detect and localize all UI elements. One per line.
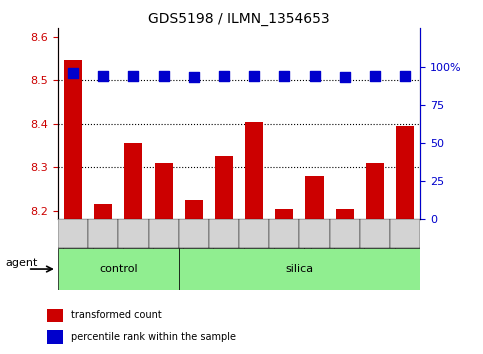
Bar (58, 248, 179, 290)
Bar (329, 219, 360, 248)
Text: percentile rank within the sample: percentile rank within the sample (71, 332, 237, 342)
Bar (179, 248, 420, 290)
Bar (360, 219, 390, 248)
Bar (275, 209, 294, 354)
Bar (118, 219, 149, 248)
Bar (299, 219, 329, 248)
Title: GDS5198 / ILMN_1354653: GDS5198 / ILMN_1354653 (148, 12, 330, 26)
Point (69, 70, 77, 75)
Text: agent: agent (6, 258, 38, 268)
Bar (306, 176, 324, 354)
Bar (336, 209, 354, 354)
Point (220, 73, 228, 79)
Bar (366, 163, 384, 354)
Bar (94, 204, 112, 354)
Bar (185, 200, 203, 354)
Bar (390, 219, 420, 248)
Bar (179, 219, 209, 248)
Bar (58, 219, 88, 248)
Point (160, 73, 168, 79)
Point (311, 73, 318, 79)
Text: control: control (99, 264, 138, 274)
Bar (149, 219, 179, 248)
Point (99, 73, 107, 79)
Point (190, 74, 198, 80)
Text: transformed count: transformed count (71, 310, 162, 320)
Bar (47, 330, 63, 343)
Point (401, 73, 409, 79)
Bar (47, 309, 63, 322)
Bar (155, 163, 173, 354)
Point (371, 73, 379, 79)
Bar (270, 219, 299, 248)
Bar (125, 143, 142, 354)
Bar (239, 219, 270, 248)
Bar (245, 122, 263, 354)
Point (341, 74, 349, 80)
Point (129, 73, 137, 79)
Bar (88, 219, 118, 248)
Bar (64, 59, 82, 354)
Bar (209, 219, 239, 248)
Bar (215, 156, 233, 354)
Text: silica: silica (285, 264, 313, 274)
Point (281, 73, 288, 79)
Bar (396, 126, 414, 354)
Point (250, 73, 258, 79)
